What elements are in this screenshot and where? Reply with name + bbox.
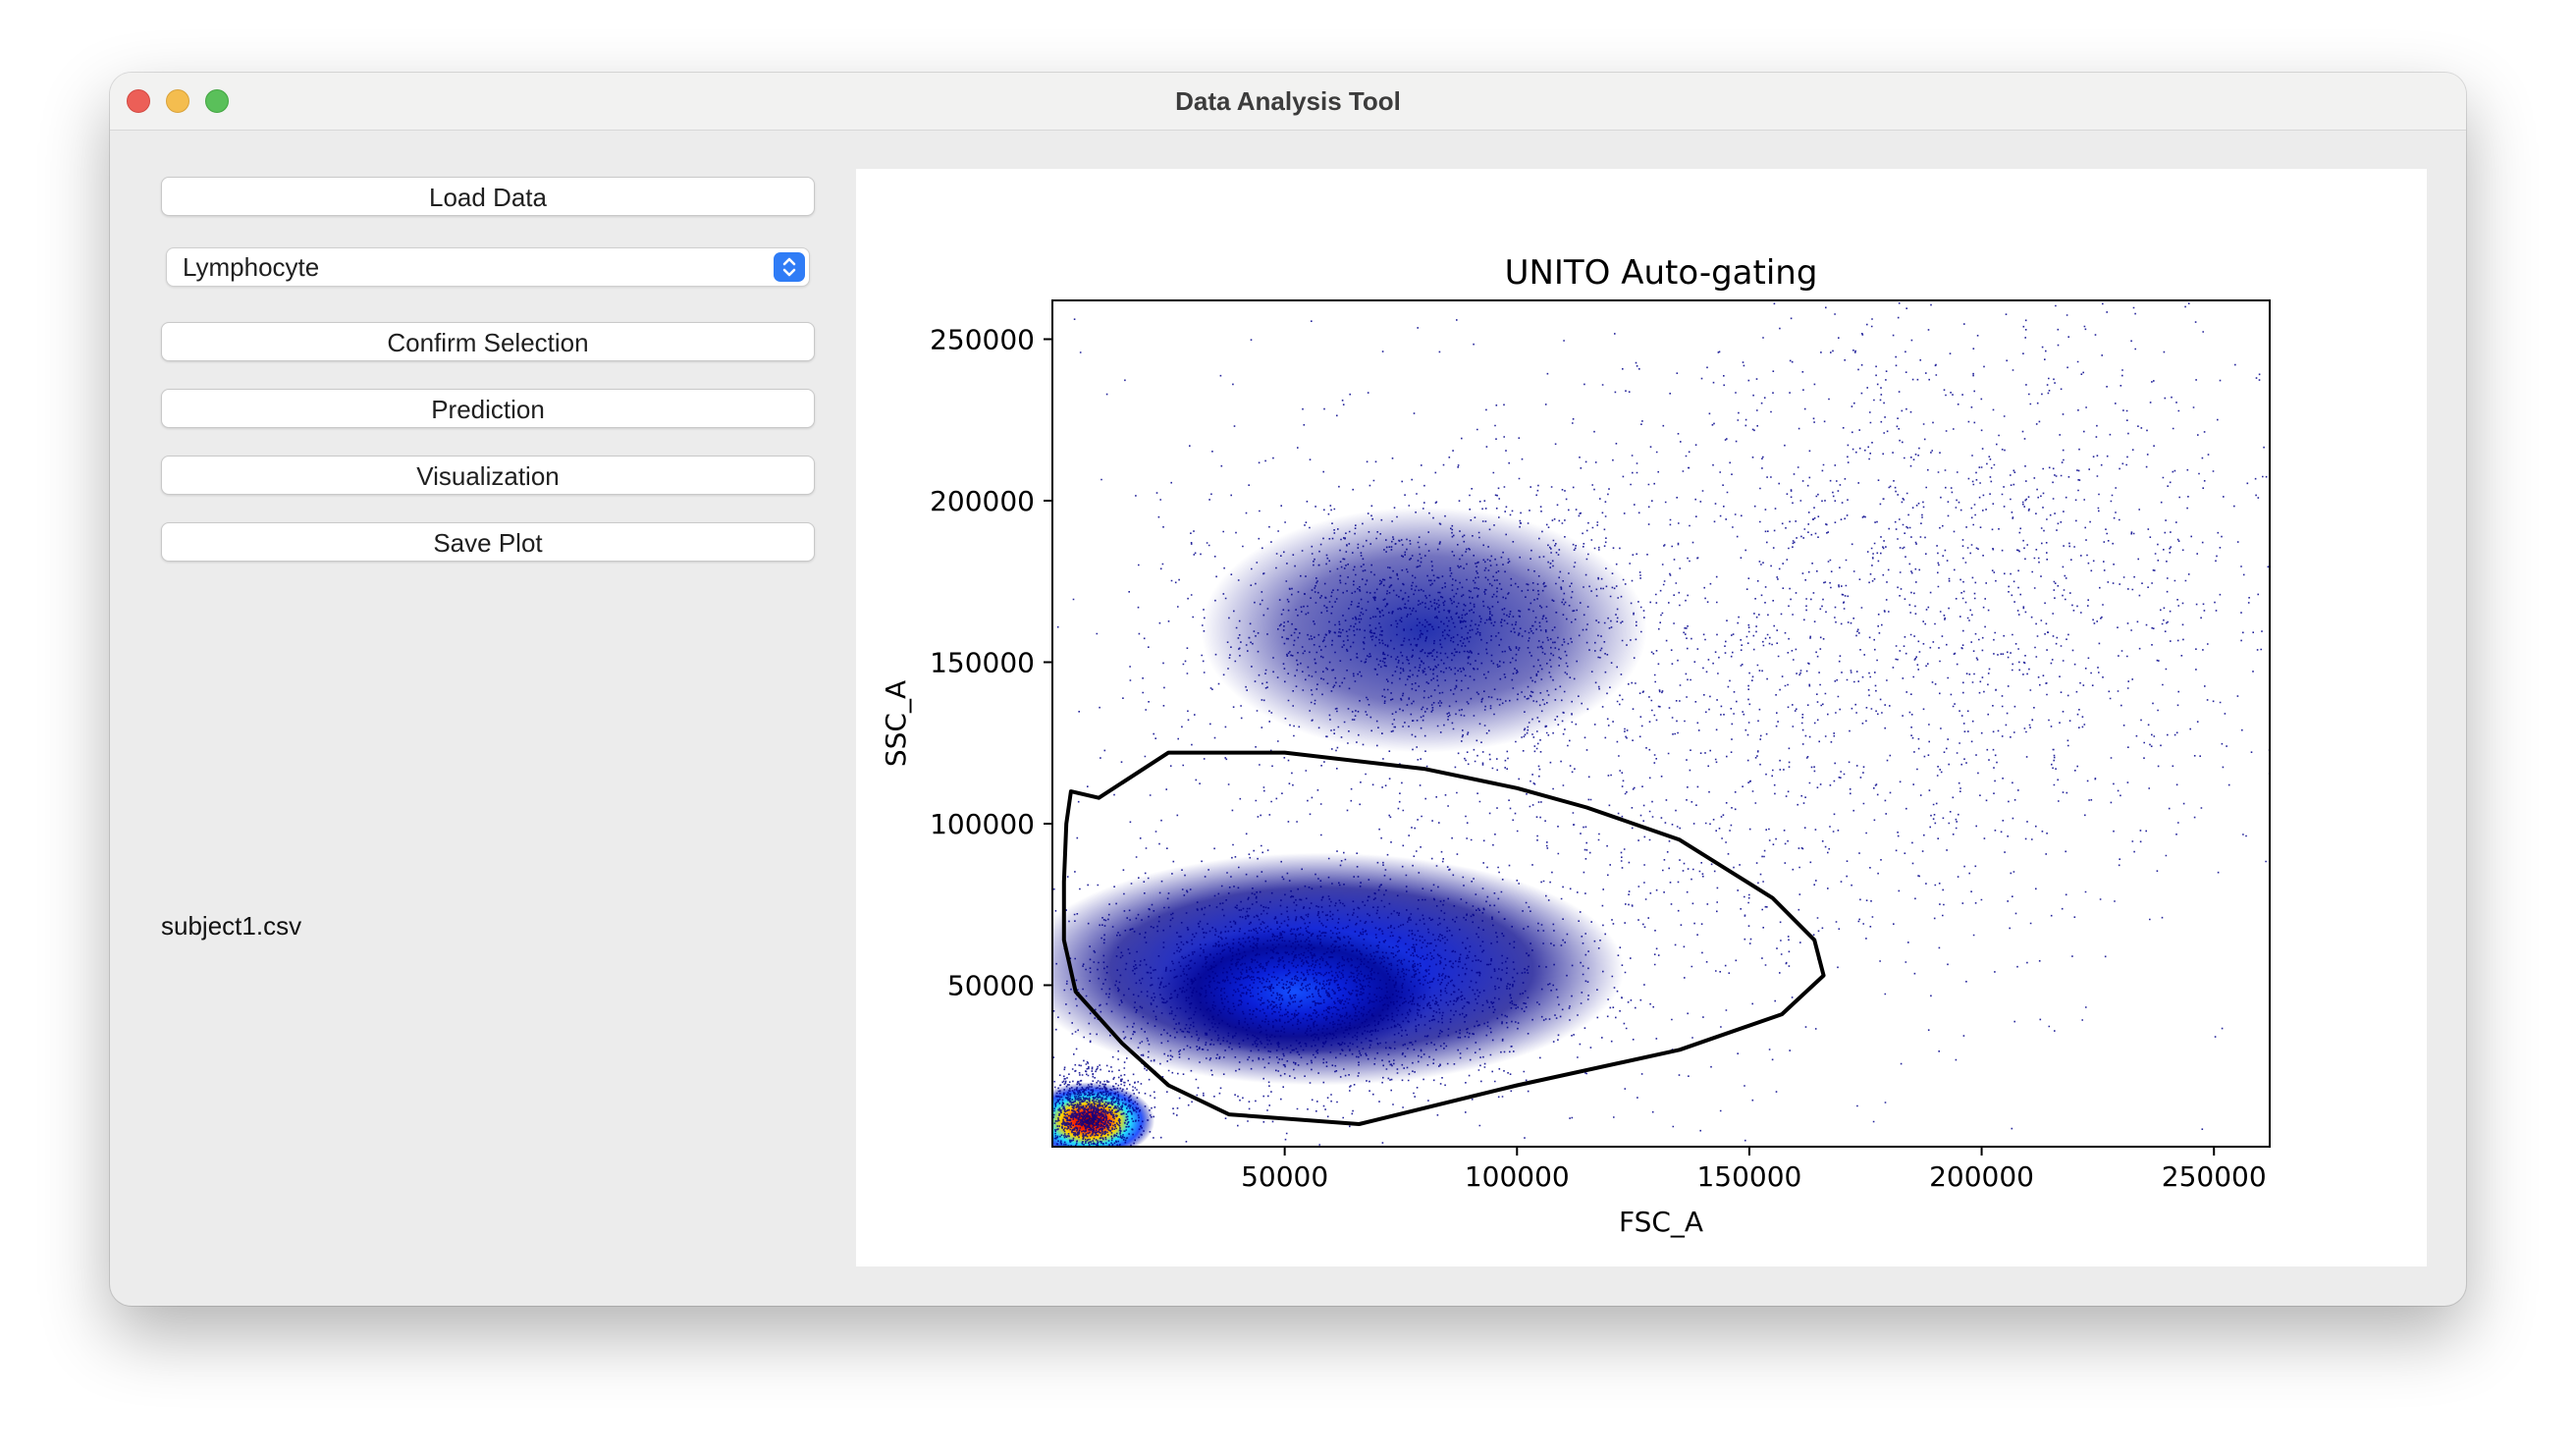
window-title: Data Analysis Tool xyxy=(1175,86,1401,116)
granulocyte-density xyxy=(1201,507,1647,753)
y-tick-label: 50000 xyxy=(947,969,1035,1001)
prediction-button[interactable]: Prediction xyxy=(161,389,815,428)
population-select[interactable]: Lymphocyte xyxy=(166,247,810,287)
y-tick-label: 250000 xyxy=(930,323,1035,355)
save-plot-button[interactable]: Save Plot xyxy=(161,522,815,562)
confirm-selection-button[interactable]: Confirm Selection xyxy=(161,322,815,361)
minimize-window-button[interactable] xyxy=(166,89,189,113)
chart-title: UNITO Auto-gating xyxy=(1505,253,1818,293)
close-window-button[interactable] xyxy=(127,89,150,113)
y-axis-label: SSC_A xyxy=(880,680,912,767)
density-layer xyxy=(1052,507,1647,1147)
y-tick-label: 200000 xyxy=(930,485,1035,517)
plot-frame xyxy=(1051,299,2271,1148)
x-tick-label: 100000 xyxy=(1465,1160,1570,1193)
x-axis-label: FSC_A xyxy=(1619,1206,1703,1238)
y-tick-label: 100000 xyxy=(930,808,1035,840)
plot-panel: UNITO Auto-gating xyxy=(856,169,2427,1266)
maximize-window-button[interactable] xyxy=(205,89,229,113)
select-arrows-icon xyxy=(774,252,805,282)
visualization-button[interactable]: Visualization xyxy=(161,456,815,495)
scatter-chart: UNITO Auto-gating xyxy=(880,253,2271,1238)
x-tick-label: 200000 xyxy=(1929,1160,2034,1193)
x-tick-label: 250000 xyxy=(2162,1160,2267,1193)
population-select-value: Lymphocyte xyxy=(183,252,320,282)
app-window: Data Analysis Tool Load Data Lymphocyte … xyxy=(110,73,2466,1306)
load-data-button[interactable]: Load Data xyxy=(161,177,815,216)
lymphocyte-gate xyxy=(1061,750,1826,1126)
x-axis: 50000 100000 150000 200000 250000 xyxy=(1241,1147,2267,1193)
x-tick-label: 150000 xyxy=(1696,1160,1801,1193)
y-axis: 50000 100000 150000 200000 250000 xyxy=(930,323,1052,1001)
loaded-file-name: subject1.csv xyxy=(161,911,302,941)
title-bar: Data Analysis Tool xyxy=(110,73,2466,131)
y-tick-label: 150000 xyxy=(930,646,1035,678)
x-tick-label: 50000 xyxy=(1241,1160,1328,1193)
